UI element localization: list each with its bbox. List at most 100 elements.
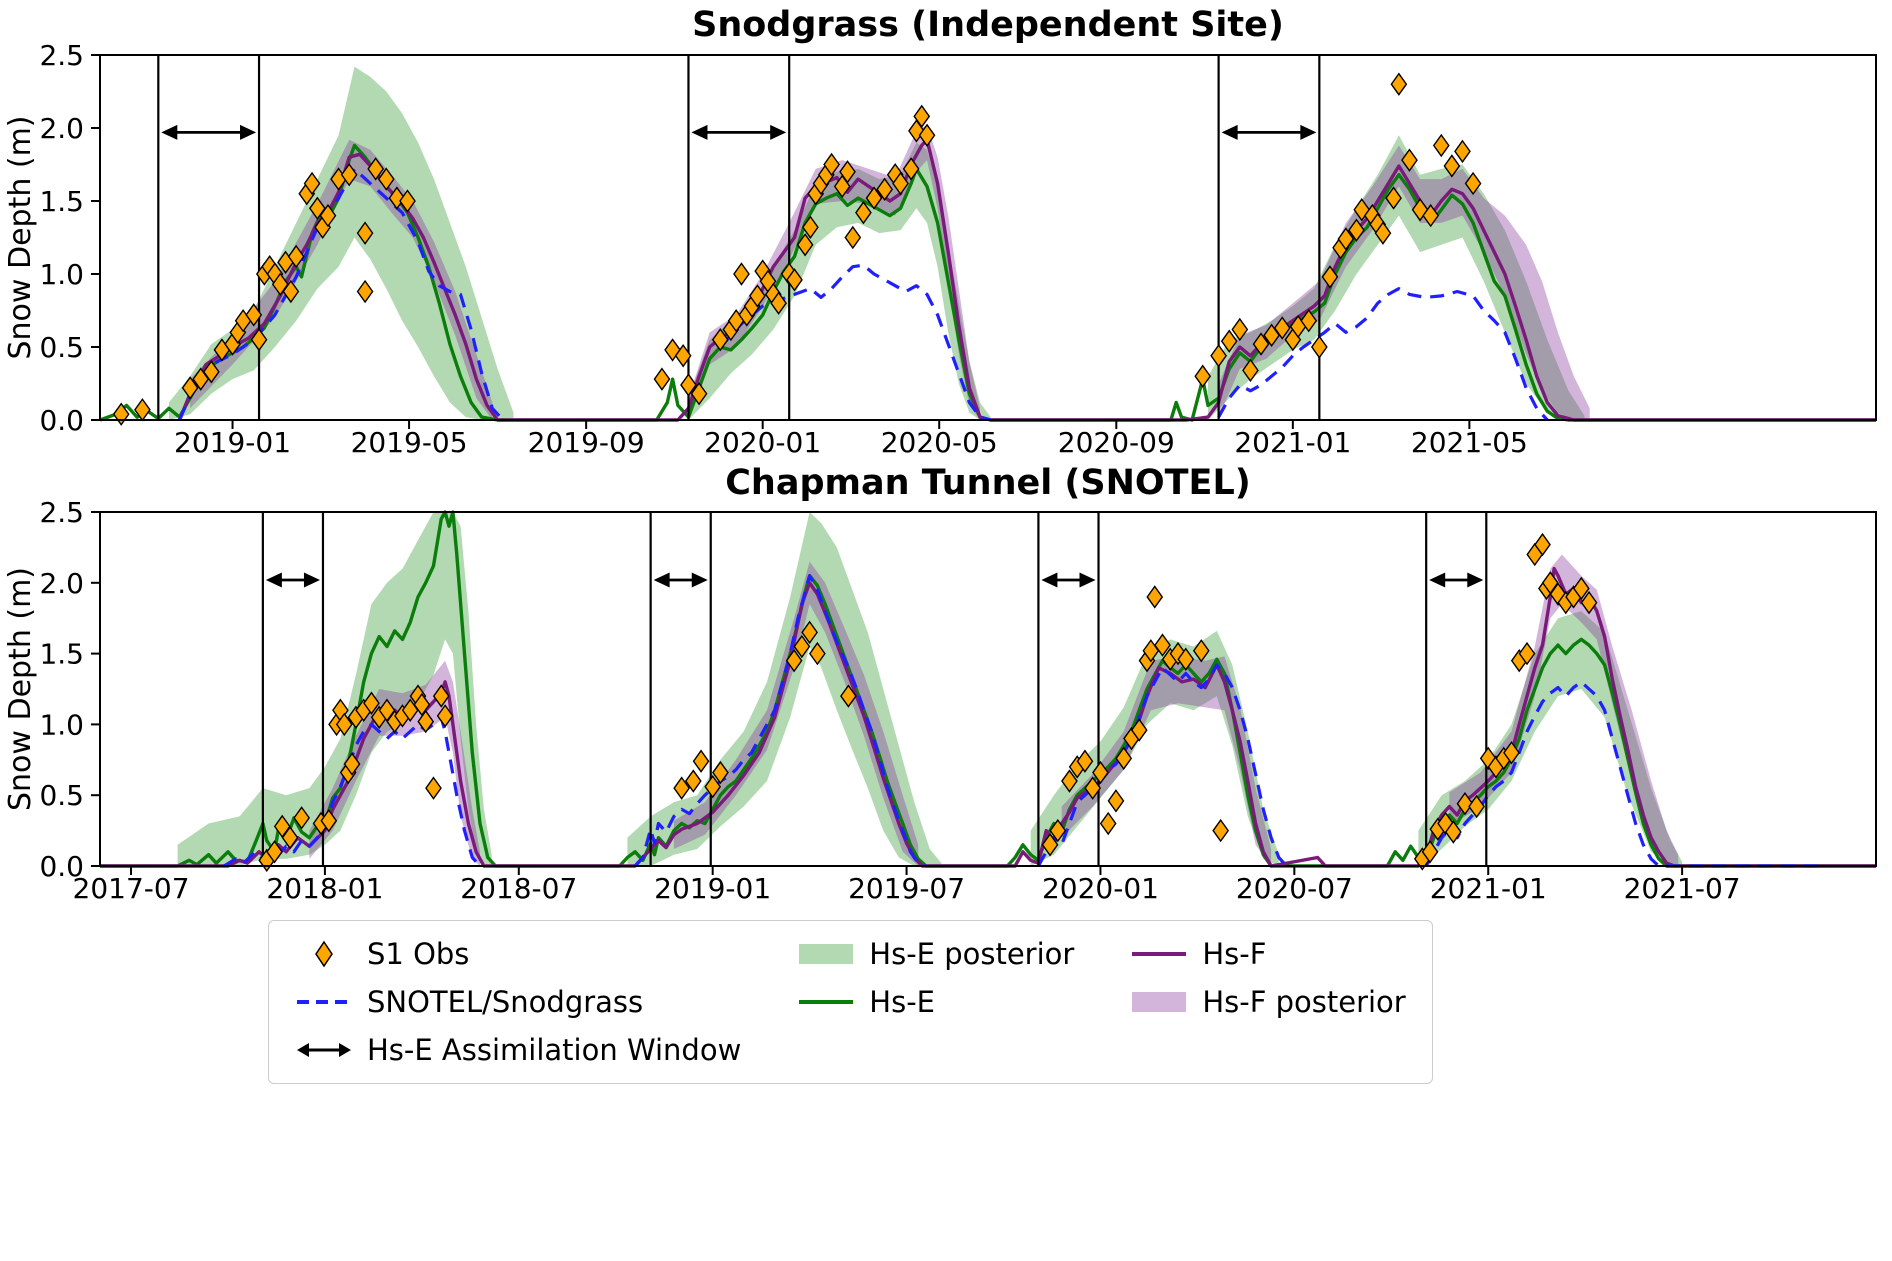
s1-obs-marker [1212, 818, 1230, 843]
s1-obs-marker [1115, 746, 1133, 771]
hsf-posterior-band [1061, 656, 1272, 866]
s1-obs-marker [250, 327, 268, 352]
s1-obs-marker [1468, 794, 1485, 819]
hsf-posterior-band [1449, 554, 1679, 866]
s1-obs-marker [282, 279, 300, 304]
s1-obs-marker [1099, 811, 1117, 836]
s1-obs-marker [1479, 746, 1497, 771]
s1-obs-marker [892, 171, 909, 196]
s1-obs-marker [388, 186, 406, 210]
s1-obs-marker [425, 776, 442, 800]
y-tick-label: 1.0 [39, 258, 84, 291]
s1-obs-marker [1572, 576, 1590, 601]
s1-obs-marker [1390, 72, 1408, 96]
s1-obs-marker [1518, 641, 1536, 666]
legend-item-snotel: SNOTEL/Snodgrass [295, 983, 741, 1021]
s1-obs-marker [1041, 833, 1059, 857]
s1-obs-marker [1385, 186, 1402, 210]
arrowhead-left [1041, 572, 1058, 588]
legend-label-hse-posterior: Hs-E posterior [869, 937, 1075, 971]
s1-obs-marker [1220, 329, 1238, 353]
s1-obs-marker [1076, 749, 1094, 773]
x-tick-label: 2020-01 [704, 426, 821, 459]
legend-item-hse-posterior: Hs-E posterior [797, 935, 1074, 973]
legend-item-hsf: Hs-F [1130, 935, 1405, 973]
x-tick-label: 2020-01 [1042, 872, 1159, 905]
s1-obs-marker [673, 776, 691, 800]
s1-obs-marker [303, 171, 321, 196]
s1-obs-marker [809, 641, 826, 666]
s1-obs-marker [1444, 820, 1462, 844]
arrowhead-left [265, 572, 282, 588]
s1-obs-marker [785, 648, 803, 673]
s1-obs-marker [1443, 154, 1461, 178]
dashed-line-icon [297, 1000, 351, 1004]
double-arrow-icon [297, 1043, 351, 1057]
s1-obs-marker [802, 215, 819, 239]
s1-obs-marker [1580, 590, 1598, 615]
s1-obs-marker [865, 186, 883, 210]
green-line-icon [799, 1000, 854, 1004]
s1-obs-marker [918, 123, 936, 148]
s1-obs-marker [1231, 317, 1249, 342]
legend-label-hsf-posterior: Hs-F posterior [1202, 985, 1406, 1019]
hsf-posterior-band [688, 125, 980, 420]
s1-obs-marker [712, 760, 729, 785]
s1-obs-marker [432, 684, 450, 708]
arrowhead-left [691, 124, 708, 140]
x-tick-label: 2019-05 [351, 426, 468, 459]
y-tick-label: 2.5 [39, 39, 84, 72]
hse-posterior-band [1208, 135, 1585, 421]
hsf-posterior-band [190, 139, 493, 420]
s1-obs-marker [1321, 265, 1339, 289]
s1-obs-marker [1130, 718, 1148, 742]
x-tick-label: 2019-01 [174, 426, 291, 459]
s1-obs-marker [770, 291, 787, 315]
s1-obs-marker [1310, 335, 1328, 359]
s1-obs-marker [1421, 840, 1439, 864]
legend-label-snotel: SNOTEL/Snodgrass [367, 985, 644, 1019]
arrowhead-right [303, 572, 320, 588]
x-tick-label: 2020-09 [1058, 426, 1175, 459]
s1-obs-marker [1432, 133, 1450, 158]
s1-obs-marker [855, 200, 872, 225]
arrowhead-right [770, 124, 787, 140]
s1-obs-marker [340, 163, 358, 187]
x-tick-label: 2021-01 [1234, 426, 1351, 459]
s1-obs-marker [840, 684, 857, 708]
s1-obs-marker [801, 620, 818, 645]
x-tick-label: 2018-01 [266, 872, 383, 905]
s1-obs-marker [704, 774, 722, 799]
hsf-posterior-band [309, 660, 480, 866]
s1-obs-marker [1300, 309, 1318, 333]
y-tick-label: 1.5 [39, 638, 84, 671]
legend: S1 Obs SNOTEL/Snodgrass Hs-E Assimilatio… [268, 920, 1433, 1084]
s1-obs-marker [1337, 227, 1355, 251]
s1-obs-marker [749, 284, 766, 308]
y-axis-label: Snow Depth (m) [3, 567, 38, 811]
s1-obs-marker [1252, 332, 1270, 356]
x-tick-label: 2021-05 [1411, 426, 1528, 459]
s1-obs-marker [680, 373, 697, 397]
s1-obs-marker [335, 712, 353, 737]
s1-obs-marker [266, 840, 283, 864]
legend-item-hsf-posterior: Hs-F posterior [1130, 983, 1406, 1021]
snotel-line [1036, 663, 1288, 868]
s1-obs-marker [293, 806, 311, 830]
s1-obs-marker [245, 303, 263, 327]
s1-obs-marker [1061, 769, 1078, 793]
s1-obs-marker [320, 808, 338, 833]
s1-obs-marker [793, 634, 811, 659]
s1-obs-marker [1049, 818, 1067, 843]
s1-obs-marker [1549, 582, 1567, 606]
legend-column-1: S1 Obs SNOTEL/Snodgrass Hs-E Assimilatio… [295, 935, 741, 1069]
x-tick-label: 2019-09 [528, 426, 645, 459]
s1-obs-marker [786, 268, 803, 292]
legend-column-3: Hs-F Hs-F posterior [1130, 935, 1406, 1069]
panel-title: Chapman Tunnel (SNOTEL) [725, 463, 1251, 503]
s1-obs-marker [1092, 760, 1109, 785]
s1-obs-marker [653, 367, 671, 391]
s1-obs-marker [1353, 198, 1371, 222]
snotel-line [1424, 680, 1818, 868]
y-tick-label: 2.0 [39, 112, 84, 145]
